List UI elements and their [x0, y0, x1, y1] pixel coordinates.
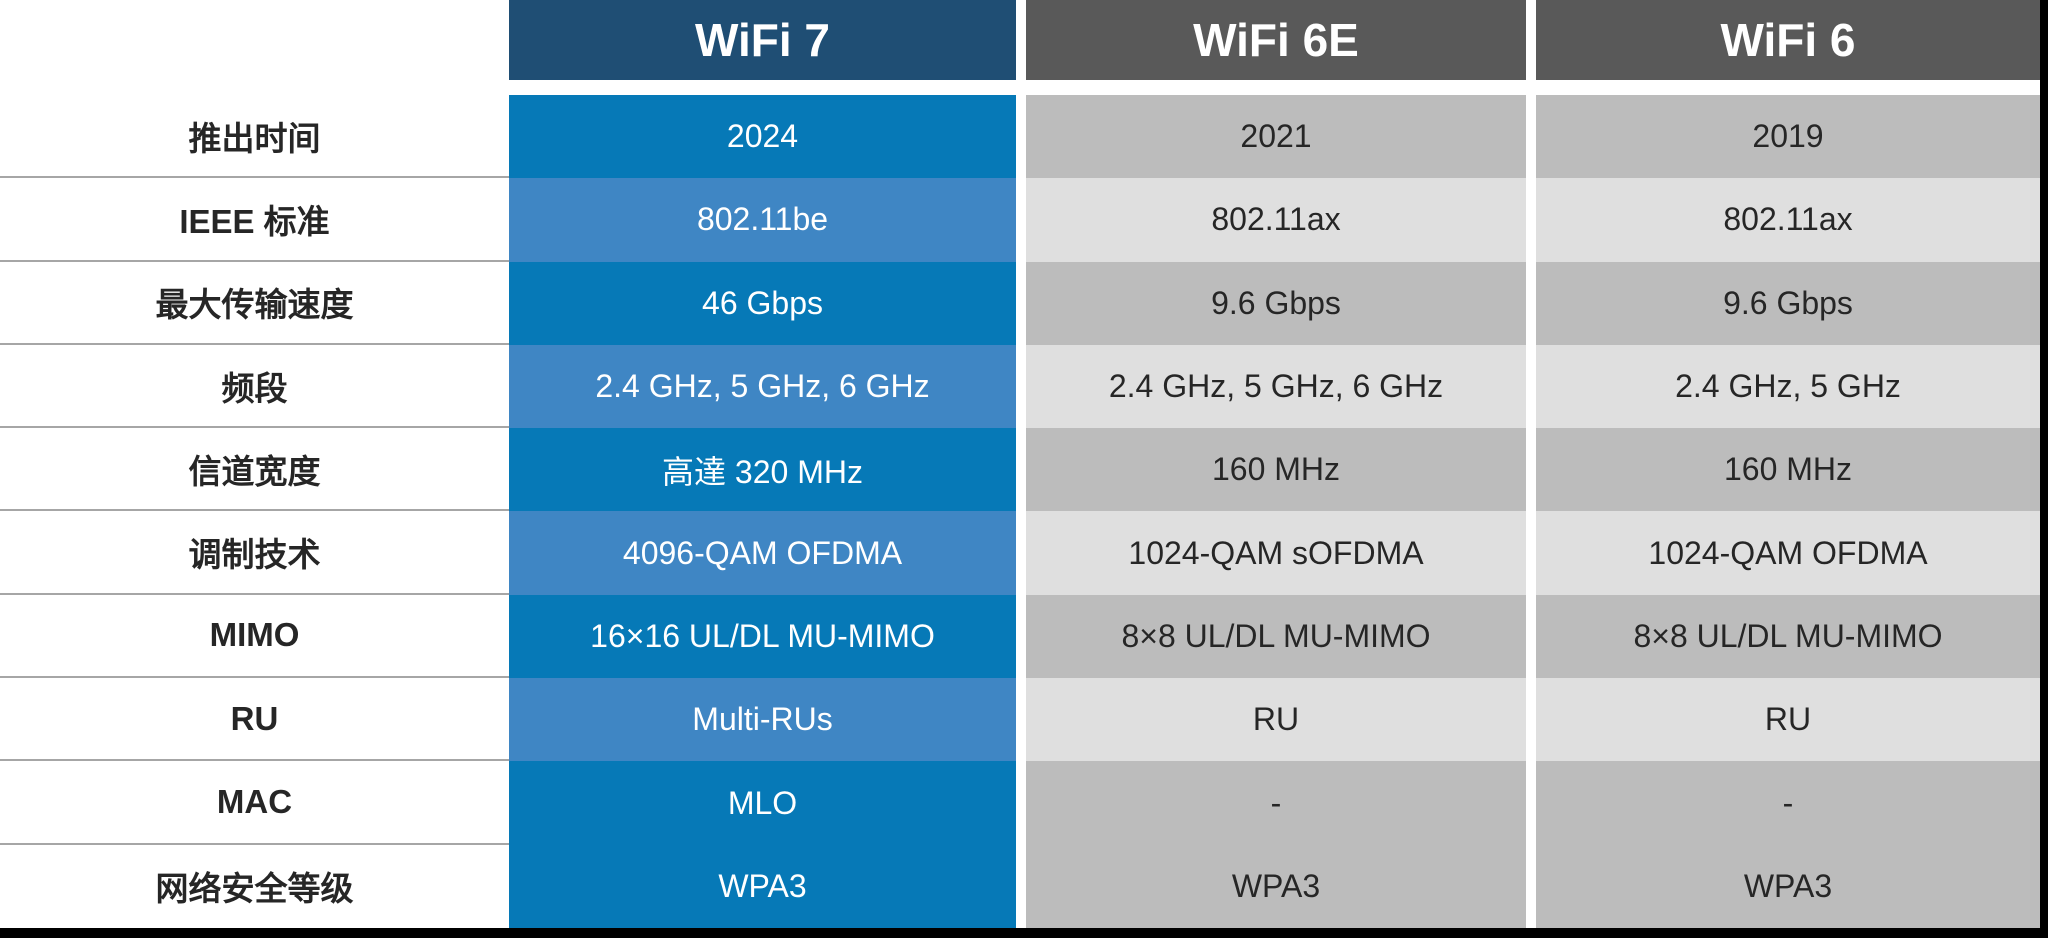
cell-wifi6-security-level: WPA3 — [1536, 844, 2040, 928]
cell-wifi7-modulation: 4096-QAM OFDMA — [509, 511, 1016, 595]
cell-wifi6e-channel-width: 160 MHz — [1026, 428, 1526, 512]
cell-wifi7-max-speed: 46 Gbps — [509, 261, 1016, 345]
cell-wifi7-mimo: 16×16 UL/DL MU-MIMO — [509, 594, 1016, 679]
row-label-mac: MAC — [0, 761, 509, 845]
cell-wifi7-ru: Multi-RUs — [509, 678, 1016, 762]
cell-wifi6e-security-level: WPA3 — [1026, 844, 1526, 928]
cell-wifi6e-max-speed: 9.6 Gbps — [1026, 261, 1526, 345]
cell-wifi6e-mac: - — [1026, 761, 1526, 845]
column-wifi6e: WiFi 6E 2021 802.11ax 9.6 Gbps 2.4 GHz, … — [1026, 0, 1526, 938]
cell-wifi7-security-level: WPA3 — [509, 844, 1016, 928]
column-header-wifi7: WiFi 7 — [509, 0, 1016, 80]
row-label-mimo: MIMO — [0, 595, 509, 679]
row-label-ru: RU — [0, 678, 509, 762]
column-body-wifi7: 2024 802.11be 46 Gbps 2.4 GHz, 5 GHz, 6 … — [509, 95, 1016, 928]
row-label-ieee-standard: IEEE 标准 — [0, 178, 509, 262]
cell-wifi6-ru: RU — [1536, 678, 2040, 762]
cell-wifi6e-frequency-band: 2.4 GHz, 5 GHz, 6 GHz — [1026, 344, 1526, 429]
row-label-channel-width: 信道宽度 — [0, 428, 509, 512]
cell-wifi6-max-speed: 9.6 Gbps — [1536, 261, 2040, 345]
row-label-modulation: 调制技术 — [0, 511, 509, 595]
row-label-column: 推出时间 IEEE 标准 最大传输速度 频段 信道宽度 调制技术 MIMO RU… — [0, 95, 509, 928]
slide-edge-bottom — [0, 928, 2048, 938]
cell-wifi6e-release-year: 2021 — [1026, 95, 1526, 179]
cell-wifi7-release-year: 2024 — [509, 95, 1016, 179]
row-label-frequency-band: 频段 — [0, 345, 509, 429]
cell-wifi7-ieee-standard: 802.11be — [509, 178, 1016, 262]
cell-wifi6-modulation: 1024-QAM OFDMA — [1536, 511, 2040, 595]
row-label-security-level: 网络安全等级 — [155, 870, 354, 908]
column-header-wifi6: WiFi 6 — [1536, 0, 2040, 80]
row-label-max-speed: 最大传输速度 — [0, 262, 509, 345]
cell-wifi6e-mimo: 8×8 UL/DL MU-MIMO — [1026, 594, 1526, 679]
column-body-wifi6: 2019 802.11ax 9.6 Gbps 2.4 GHz, 5 GHz 16… — [1536, 95, 2040, 928]
column-wifi7: WiFi 7 2024 802.11be 46 Gbps 2.4 GHz, 5 … — [509, 0, 1016, 938]
cell-wifi6-channel-width: 160 MHz — [1536, 428, 2040, 512]
cell-wifi6-mac: - — [1536, 761, 2040, 845]
cell-wifi6-frequency-band: 2.4 GHz, 5 GHz — [1536, 344, 2040, 429]
cell-wifi6-mimo: 8×8 UL/DL MU-MIMO — [1536, 594, 2040, 679]
row-label-release-year: 推出时间 — [0, 95, 509, 179]
cell-wifi6e-modulation: 1024-QAM sOFDMA — [1026, 511, 1526, 595]
cell-wifi6-release-year: 2019 — [1536, 95, 2040, 179]
column-body-wifi6e: 2021 802.11ax 9.6 Gbps 2.4 GHz, 5 GHz, 6… — [1026, 95, 1526, 928]
cell-wifi7-mac: MLO — [509, 761, 1016, 845]
column-wifi6: WiFi 6 2019 802.11ax 9.6 Gbps 2.4 GHz, 5… — [1536, 0, 2040, 938]
cell-wifi6e-ru: RU — [1026, 678, 1526, 762]
cell-wifi6e-ieee-standard: 802.11ax — [1026, 178, 1526, 262]
cell-wifi7-frequency-band: 2.4 GHz, 5 GHz, 6 GHz — [509, 344, 1016, 429]
slide-edge-right — [2040, 0, 2048, 938]
cell-wifi6-ieee-standard: 802.11ax — [1536, 178, 2040, 262]
cell-wifi7-channel-width: 高達 320 MHz — [509, 428, 1016, 512]
column-header-wifi6e: WiFi 6E — [1026, 0, 1526, 80]
